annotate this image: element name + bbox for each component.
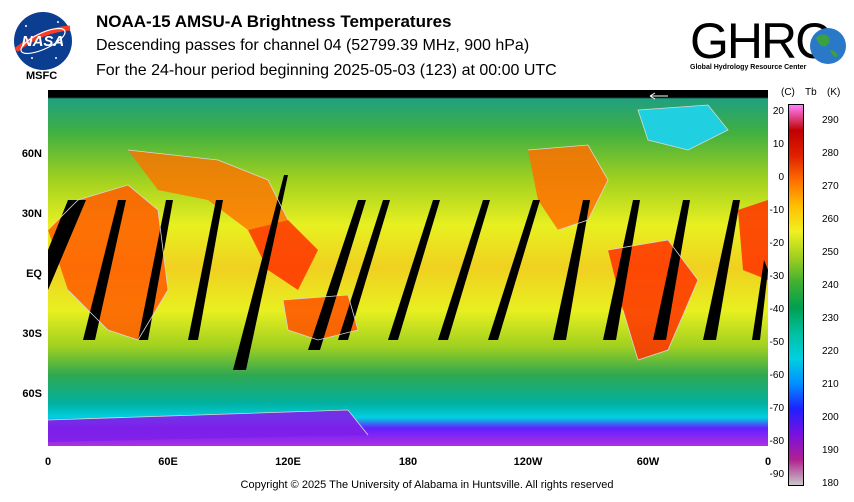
lat-label-30n: 30N — [21, 208, 42, 220]
lat-label-60n: 60N — [21, 148, 42, 160]
page-title: NOAA-15 AMSU-A Brightness Temperatures — [96, 12, 452, 31]
lon-label-180: 180 — [398, 456, 418, 468]
colorbar-celsius-tick: -50 — [769, 337, 784, 348]
colorbar — [788, 104, 804, 486]
lon-label-0-east: 0 — [764, 456, 772, 468]
colorbar-head-tb: Tb — [805, 87, 817, 98]
lat-label-30s: 30S — [22, 328, 42, 340]
colorbar-celsius-tick: 0 — [778, 172, 784, 183]
colorbar-celsius-tick: 20 — [772, 106, 784, 117]
orbit-gaps — [48, 175, 768, 370]
colorbar-celsius-tick: -70 — [769, 403, 784, 414]
colorbar-celsius-tick: -90 — [769, 469, 784, 480]
brightness-temperature-map — [48, 90, 768, 446]
colorbar-kelvin-tick: 240 — [822, 280, 839, 291]
colorbar-kelvin-tick: 220 — [822, 346, 839, 357]
colorbar-celsius-tick: -40 — [769, 304, 784, 315]
lat-label-60s: 60S — [22, 388, 42, 400]
lon-label-0-west: 0 — [44, 456, 52, 468]
colorbar-celsius-tick: 10 — [772, 139, 784, 150]
nasa-wordmark: NASA — [22, 33, 65, 50]
ghrc-full-name: Global Hydrology Resource Center — [690, 64, 807, 71]
colorbar-celsius-tick: -20 — [769, 238, 784, 249]
colorbar-kelvin-tick: 180 — [822, 478, 839, 489]
subtitle-period: For the 24-hour period beginning 2025-05… — [96, 62, 557, 79]
lon-label-60e: 60E — [158, 456, 178, 468]
antarctica-cold-area — [48, 410, 368, 442]
colorbar-kelvin-tick: 260 — [822, 214, 839, 225]
colorbar-celsius-tick: -80 — [769, 436, 784, 447]
coastlines — [48, 104, 729, 436]
colorbar-head-kelvin: (K) — [827, 87, 841, 98]
colorbar-kelvin-tick: 250 — [822, 247, 839, 258]
subtitle-channel: Descending passes for channel 04 (52799.… — [96, 37, 530, 54]
copyright-footer: Copyright © 2025 The University of Alaba… — [240, 479, 614, 491]
greenland-cold-area — [638, 105, 728, 150]
ghrc-wordmark: GHRC — [690, 13, 830, 69]
ghrc-logo: GHRC — [690, 13, 846, 69]
colorbar-celsius-tick: -60 — [769, 370, 784, 381]
lat-label-eq: EQ — [26, 268, 42, 280]
colorbar-kelvin-tick: 190 — [822, 445, 839, 456]
lon-label-120w: 120W — [513, 456, 543, 468]
colorbar-kelvin-tick: 210 — [822, 379, 839, 390]
msfc-label: MSFC — [26, 70, 58, 82]
nasa-logo: NASA — [14, 12, 72, 70]
colorbar-kelvin-tick: 230 — [822, 313, 839, 324]
arrow-marker — [649, 92, 668, 100]
colorbar-head-celsius: (C) — [781, 87, 795, 98]
colorbar-kelvin-tick: 280 — [822, 148, 839, 159]
lon-label-60w: 60W — [636, 456, 660, 468]
colorbar-celsius-tick: -30 — [769, 271, 784, 282]
colorbar-kelvin-tick: 290 — [822, 115, 839, 126]
colorbar-kelvin-tick: 270 — [822, 181, 839, 192]
colorbar-celsius-tick: -10 — [769, 205, 784, 216]
colorbar-kelvin-tick: 200 — [822, 412, 839, 423]
lon-label-120e: 120E — [275, 456, 301, 468]
